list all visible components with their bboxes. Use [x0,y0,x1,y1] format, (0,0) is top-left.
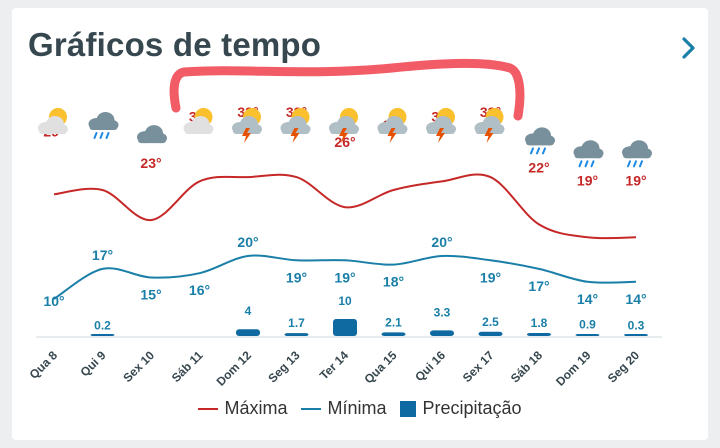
min-temp-label: 20° [431,234,452,250]
x-tick-label: Qui 9 [77,348,108,379]
rain-cloud-icon [88,112,119,139]
precip-label: 3.3 [434,305,451,319]
min-temp-label: 10° [43,293,64,309]
max-temp-label: 22° [528,159,549,175]
legend-min-label: Mínima [327,398,387,418]
legend-max-swatch [198,407,219,410]
x-tick-label: Dom 12 [214,348,255,389]
chevron-right-icon[interactable] [674,34,702,62]
rain-cloud-icon [622,140,652,168]
min-temp-label: 14° [577,291,598,307]
x-tick-label: Qua 8 [27,348,61,382]
precip-bar [90,334,115,336]
series-max-line [53,173,637,240]
partly-sunny-icon [38,108,68,134]
weather-chart-card: Gráficos de tempo 0.2 4 1.7 10 2.1 3.3 2.5 1.8 0… [12,8,708,440]
sun-thunder-icon [377,108,408,143]
rain-cloud-icon [525,127,555,155]
x-tick-label: Qui 16 [412,348,448,384]
precip-bar [527,332,551,336]
precip-label: 0.2 [94,319,111,333]
precip-label: 0.9 [579,317,596,331]
partly-sunny-icon [183,108,214,134]
min-temp-label: 19° [480,269,501,285]
precip-bar [624,334,648,336]
legend-precip-label: Precipitação [422,398,522,418]
min-temp-label: 19° [334,269,355,285]
x-tick-label: Qua 15 [361,348,399,386]
x-tick-label: Sáb 11 [169,348,206,385]
x-tick-label: Sex 17 [460,348,497,385]
x-tick-label: Dom 19 [553,348,594,389]
x-tick-label: Sex 10 [120,348,157,385]
precip-bar [381,332,406,336]
cloud-icon [137,125,167,144]
legend-min-swatch [301,407,322,410]
sun-thunder-icon [232,108,262,143]
min-temp-label: 17° [92,247,113,263]
legend-max-label: Máxima [224,398,288,418]
x-tick-label: Seg 20 [605,348,642,385]
min-temp-label: 20° [237,234,258,250]
precip-bar [333,319,357,336]
legend-max: Máxima [198,398,287,419]
precip-label: 2.5 [482,315,499,329]
min-temp-label: 14° [625,291,646,307]
precip-bar [236,329,260,336]
precip-label: 4 [245,304,252,318]
precip-label: 10 [338,294,352,308]
rain-cloud-icon [573,140,604,168]
precip-bar [284,333,309,336]
x-tick-label: Ter 14 [317,348,352,383]
page-title: Gráficos de tempo [28,26,322,63]
series-min-line [53,254,637,300]
sun-thunder-icon [329,108,359,143]
precip-label: 1.7 [288,316,305,330]
sun-thunder-icon [280,108,311,143]
precip-bar [430,330,454,336]
sun-thunder-icon [474,108,505,143]
max-temp-label: 19° [625,172,646,188]
legend-precip-swatch [400,400,417,417]
max-temp-label: 23° [140,155,161,171]
x-tick-label: Seg 13 [265,348,302,385]
chart-legend: Máxima Mínima Precipitação [12,398,708,419]
min-temp-label: 17° [528,278,549,294]
weather-chart: 0.241.7102.13.32.51.80.90.329°30°23°32°3… [27,58,662,389]
max-temp-label: 19° [577,172,598,188]
precip-label: 1.8 [531,316,548,330]
min-temp-label: 18° [383,274,404,290]
legend-precip: Precipitação [400,398,522,419]
min-temp-label: 16° [189,282,210,298]
precip-bar [478,331,503,336]
min-temp-label: 19° [286,269,307,285]
precip-bar [575,334,600,336]
legend-min: Mínima [301,398,386,419]
max-temp-label: 26° [334,134,355,150]
annotation-bracket [169,58,525,121]
x-tick-label: Sáb 18 [508,348,545,385]
precip-label: 2.1 [385,315,402,329]
min-temp-label: 15° [140,287,161,303]
sun-thunder-icon [426,108,456,143]
precip-label: 0.3 [628,318,645,332]
